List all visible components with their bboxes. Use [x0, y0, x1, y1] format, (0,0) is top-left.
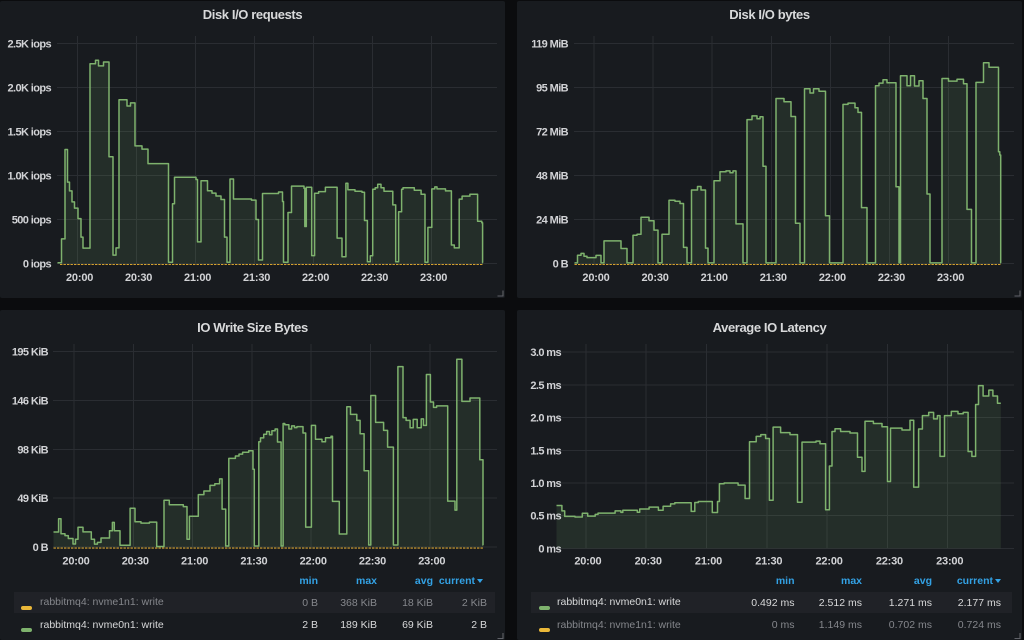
svg-text:3.0 ms: 3.0 ms [530, 347, 561, 359]
svg-text:21:00: 21:00 [695, 556, 722, 568]
svg-text:95 MiB: 95 MiB [536, 83, 569, 95]
svg-text:1.5K iops: 1.5K iops [7, 127, 51, 139]
svg-text:21:30: 21:30 [760, 272, 787, 284]
svg-text:20:00: 20:00 [574, 556, 601, 568]
svg-text:1.5 ms: 1.5 ms [530, 445, 561, 457]
svg-text:23:00: 23:00 [936, 556, 963, 568]
svg-text:2.5K iops: 2.5K iops [7, 39, 51, 51]
svg-text:21:30: 21:30 [243, 272, 270, 284]
svg-text:0.5 ms: 0.5 ms [530, 511, 561, 523]
svg-text:98 KiB: 98 KiB [17, 444, 48, 456]
svg-text:22:30: 22:30 [361, 272, 388, 284]
svg-text:23:00: 23:00 [937, 272, 964, 284]
svg-text:0 B: 0 B [33, 542, 49, 554]
svg-text:49 KiB: 49 KiB [17, 493, 48, 505]
svg-text:20:30: 20:30 [122, 556, 149, 568]
svg-text:21:00: 21:00 [184, 272, 211, 284]
svg-text:22:00: 22:00 [302, 272, 329, 284]
svg-text:2.0K iops: 2.0K iops [7, 83, 51, 95]
svg-text:22:00: 22:00 [300, 556, 327, 568]
svg-text:21:00: 21:00 [181, 556, 208, 568]
svg-text:119 MiB: 119 MiB [531, 39, 568, 51]
svg-text:20:00: 20:00 [66, 272, 93, 284]
svg-text:22:30: 22:30 [876, 556, 903, 568]
svg-text:500 iops: 500 iops [12, 215, 52, 227]
svg-text:22:00: 22:00 [819, 272, 846, 284]
svg-text:0 ms: 0 ms [538, 543, 561, 555]
svg-text:24 MiB: 24 MiB [536, 215, 569, 227]
svg-text:0 B: 0 B [553, 259, 569, 271]
svg-text:21:00: 21:00 [701, 272, 728, 284]
svg-text:0 iops: 0 iops [23, 259, 52, 271]
svg-text:20:30: 20:30 [642, 272, 669, 284]
svg-text:1.0K iops: 1.0K iops [7, 171, 51, 183]
svg-text:20:30: 20:30 [635, 556, 662, 568]
svg-text:23:00: 23:00 [418, 556, 445, 568]
svg-text:2.0 ms: 2.0 ms [530, 413, 561, 425]
svg-text:1.0 ms: 1.0 ms [530, 478, 561, 490]
svg-text:146 KiB: 146 KiB [12, 396, 49, 408]
svg-text:23:00: 23:00 [420, 272, 447, 284]
svg-text:21:30: 21:30 [755, 556, 782, 568]
svg-text:20:00: 20:00 [62, 556, 89, 568]
svg-text:22:30: 22:30 [878, 272, 905, 284]
svg-text:20:00: 20:00 [582, 272, 609, 284]
svg-text:22:30: 22:30 [359, 556, 386, 568]
svg-text:48 MiB: 48 MiB [536, 171, 569, 183]
svg-text:20:30: 20:30 [125, 272, 152, 284]
svg-text:22:00: 22:00 [816, 556, 843, 568]
svg-text:72 MiB: 72 MiB [536, 127, 569, 139]
svg-text:2.5 ms: 2.5 ms [530, 380, 561, 392]
svg-text:195 KiB: 195 KiB [12, 347, 49, 359]
svg-text:21:30: 21:30 [240, 556, 267, 568]
